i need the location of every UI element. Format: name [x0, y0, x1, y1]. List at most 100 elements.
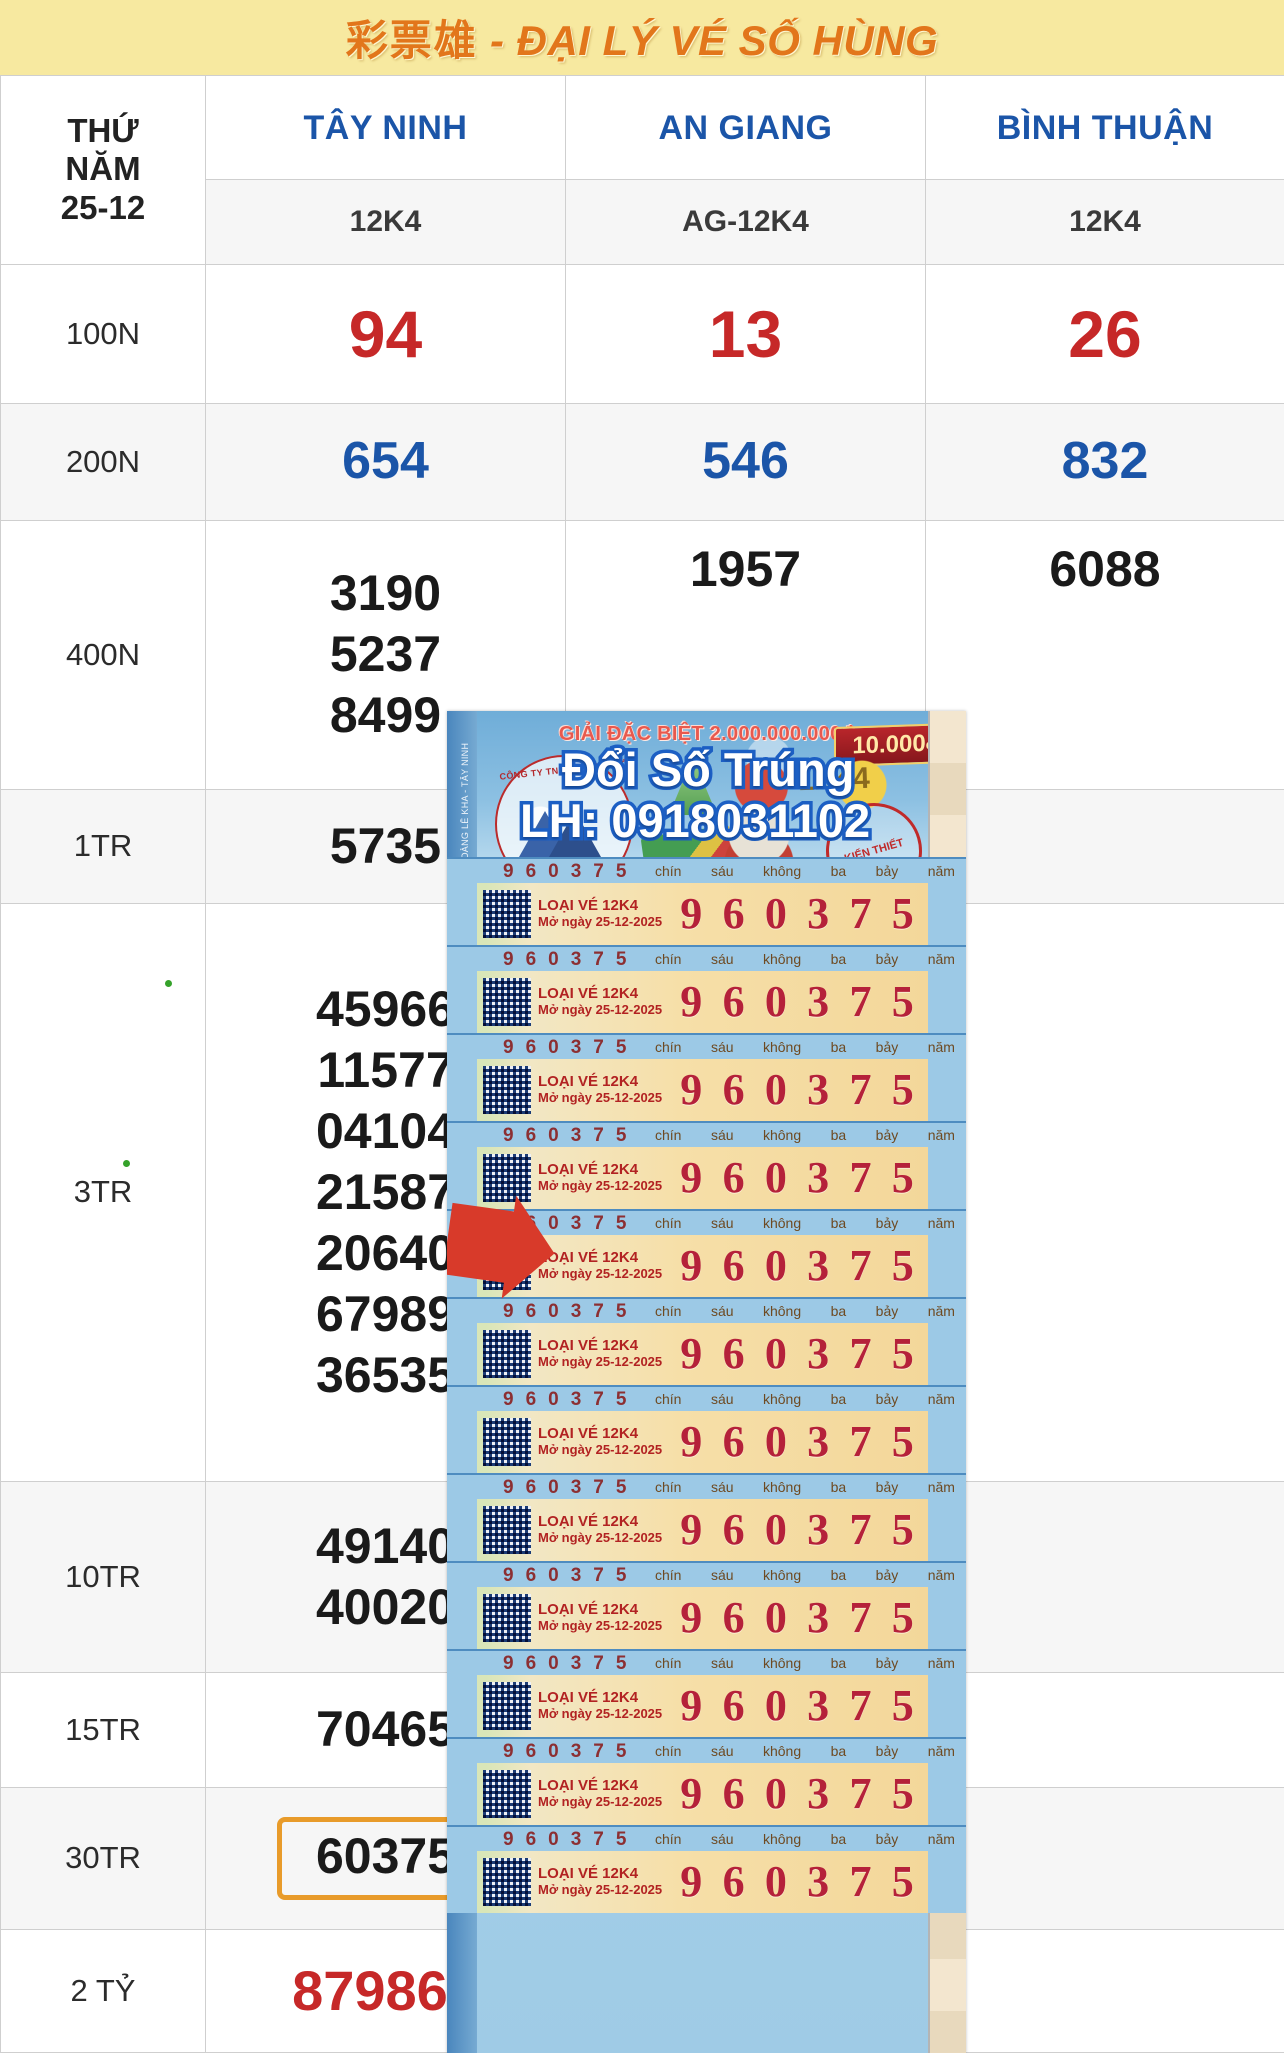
ticket-stub: 960375 chín sáu không ba bảy năm LOẠI VÉ 12K4 Mở…	[447, 945, 966, 1033]
ticket-stub-body: LOẠI VÉ 12K4 Mở ngày 25-12-2025 9 6 0 3 7 5	[477, 1411, 928, 1473]
ticket-type-label: LOẠI VÉ 12K4	[538, 1073, 639, 1091]
prize-value-10tr-binh-thuan	[925, 1480, 1284, 1674]
qr-code-icon	[483, 1858, 531, 1906]
ticket-draw-date: Mở ngày 25-12-2025	[538, 1354, 663, 1370]
ticket-number-word: chín	[655, 1743, 682, 1759]
ticket-number-word: bảy	[875, 1391, 899, 1407]
ticket-number-word: không	[762, 1303, 802, 1319]
ticket-number-word: bảy	[875, 1831, 899, 1847]
ticket-number-word: bảy	[875, 1743, 899, 1759]
ticket-number-words: chín sáu không ba bảy năm	[655, 1655, 955, 1671]
ticket-number-word: không	[762, 1039, 802, 1055]
ticket-digit: 3	[807, 1681, 830, 1730]
ticket-digit: 7	[849, 1329, 872, 1378]
ticket-stub: 960375 chín sáu không ba bảy năm LOẠI VÉ 12K4 Mở…	[447, 1473, 966, 1561]
province-header-binh-thuan[interactable]: BÌNH THUẬN	[925, 75, 1284, 180]
ticket-stub-body: LOẠI VÉ 12K4 Mở ngày 25-12-2025 9 6 0 3 7 5	[477, 1059, 928, 1121]
ticket-number-word: sáu	[710, 1655, 734, 1671]
prize-label-3tr: 3TR	[0, 902, 206, 1482]
ticket-series-label: 12K4	[797, 761, 871, 798]
ticket-number: 960375	[503, 1037, 639, 1058]
highlight-box: 60375	[276, 1816, 495, 1900]
ticket-digit: 6	[722, 1769, 745, 1818]
number: 45966	[315, 980, 456, 1037]
province-header-tay-ninh[interactable]: TÂY NINH	[205, 75, 566, 180]
ticket-digit: 6	[722, 1241, 745, 1290]
ticket-number-word: ba	[830, 1127, 847, 1143]
ticket-digit: 3	[807, 1593, 830, 1642]
table-row: 200N 654 546 832	[0, 402, 1284, 521]
ticket-digit: 6	[722, 1505, 745, 1554]
ticket-stub: 960375 chín sáu không ba bảy năm LOẠI VÉ 12K4 Mở…	[447, 1121, 966, 1209]
ticket-digit: 5	[891, 1241, 914, 1290]
number: 13	[708, 296, 783, 371]
prize-value-15tr-binh-thuan	[925, 1672, 1284, 1788]
ticket-number: 960375	[503, 1389, 639, 1410]
qr-code-icon	[483, 1506, 531, 1554]
ticket-digit: 7	[849, 1681, 872, 1730]
ticket-digit: 5	[891, 889, 914, 938]
ticket-number: 960375	[503, 1653, 639, 1674]
ticket-number-word: năm	[927, 1127, 955, 1143]
ticket-number-word: ba	[830, 1215, 847, 1231]
ticket-number-word: ba	[830, 1567, 847, 1583]
ticket-meta: LOẠI VÉ 12K4 Mở ngày 25-12-2025	[538, 1690, 662, 1721]
ticket-digit: 9	[680, 1505, 703, 1554]
ticket-number-word: ba	[830, 1655, 847, 1671]
ticket-digit: 7	[849, 1505, 872, 1554]
qr-code-icon	[483, 1418, 531, 1466]
ticket-number-word: ba	[830, 863, 847, 879]
weekday-line1: THỨ	[67, 111, 139, 149]
ticket-number-word: năm	[927, 1831, 955, 1847]
ticket-number-word: sáu	[710, 1215, 734, 1231]
qr-code-icon	[483, 978, 531, 1026]
qr-code-icon	[483, 1770, 531, 1818]
prize-value-200n-binh-thuan: 832	[925, 402, 1284, 521]
ticket-digit: 5	[891, 1417, 914, 1466]
ticket-draw-date: Mở ngày 25-12-2025	[538, 914, 663, 930]
ticket-number-words: chín sáu không ba bảy năm	[655, 1831, 955, 1847]
ticket-digit: 9	[680, 1593, 703, 1642]
ticket-number-word: sáu	[710, 1567, 734, 1583]
lottery-ticket-photo[interactable]: GIẢI ĐẶC BIỆT 2.000.000.000đ 10.000đ CÔN…	[447, 711, 966, 2053]
qr-code-icon	[483, 1154, 531, 1202]
banner-title-chinese: 彩票雄	[345, 17, 478, 64]
ticket-meta: LOẠI VÉ 12K4 Mở ngày 25-12-2025	[538, 1602, 662, 1633]
ticket-type-label: LOẠI VÉ 12K4	[538, 1249, 639, 1267]
ticket-number-word: bảy	[875, 1127, 899, 1143]
ticket-number-word: năm	[927, 863, 955, 879]
ticket-digit: 9	[680, 1153, 703, 1202]
ticket-digit: 5	[891, 1505, 914, 1554]
ticket-digit: 0	[764, 1593, 787, 1642]
marker-dot-icon	[165, 979, 172, 987]
ticket-meta: LOẠI VÉ 12K4 Mở ngày 25-12-2025	[538, 1162, 662, 1193]
ticket-type-label: LOẠI VÉ 12K4	[538, 1425, 639, 1443]
table-row: 100N 94 13 26	[0, 263, 1284, 404]
ticket-number-word: năm	[927, 1303, 955, 1319]
ticket-stub: 960375 chín sáu không ba bảy năm LOẠI VÉ 12K4 Mở…	[447, 1385, 966, 1473]
number: 70465	[315, 1701, 456, 1758]
ticket-number-word: chín	[655, 863, 682, 879]
ticket-digit: 6	[722, 1329, 745, 1378]
ticket-stub: 960375 chín sáu không ba bảy năm LOẠI VÉ 12K4 Mở…	[447, 1561, 966, 1649]
ticket-stub: 960375 chín sáu không ba bảy năm LOẠI VÉ 12K4 Mở…	[447, 1737, 966, 1825]
prize-value-100n-tay-ninh: 94	[205, 263, 566, 404]
ticket-digit: 9	[680, 1769, 703, 1818]
ticket-digit: 0	[764, 889, 787, 938]
prize-value-100n-binh-thuan: 26	[925, 263, 1284, 404]
ticket-number-words: chín sáu không ba bảy năm	[655, 1039, 955, 1055]
number: 67989	[315, 1285, 456, 1342]
ticket-stub: 960375 chín sáu không ba bảy năm LOẠI VÉ 12K4 Mở…	[447, 1649, 966, 1737]
number: 20640	[315, 1224, 456, 1281]
ticket-digit: 5	[891, 1593, 914, 1642]
province-header-an-giang[interactable]: AN GIANG	[565, 75, 926, 180]
prize-label-100n: 100N	[0, 263, 206, 404]
ticket-meta: LOẠI VÉ 12K4 Mở ngày 25-12-2025	[538, 1514, 662, 1545]
ticket-number-word: năm	[927, 951, 955, 967]
lottery-results-table: THỨ NĂM 25-12 TÂY NINH AN GIANG BÌNH THU…	[0, 75, 1284, 2053]
ticket-draw-date: Mở ngày 25-12-2025	[538, 1618, 663, 1634]
ticket-digit: 5	[891, 1681, 914, 1730]
